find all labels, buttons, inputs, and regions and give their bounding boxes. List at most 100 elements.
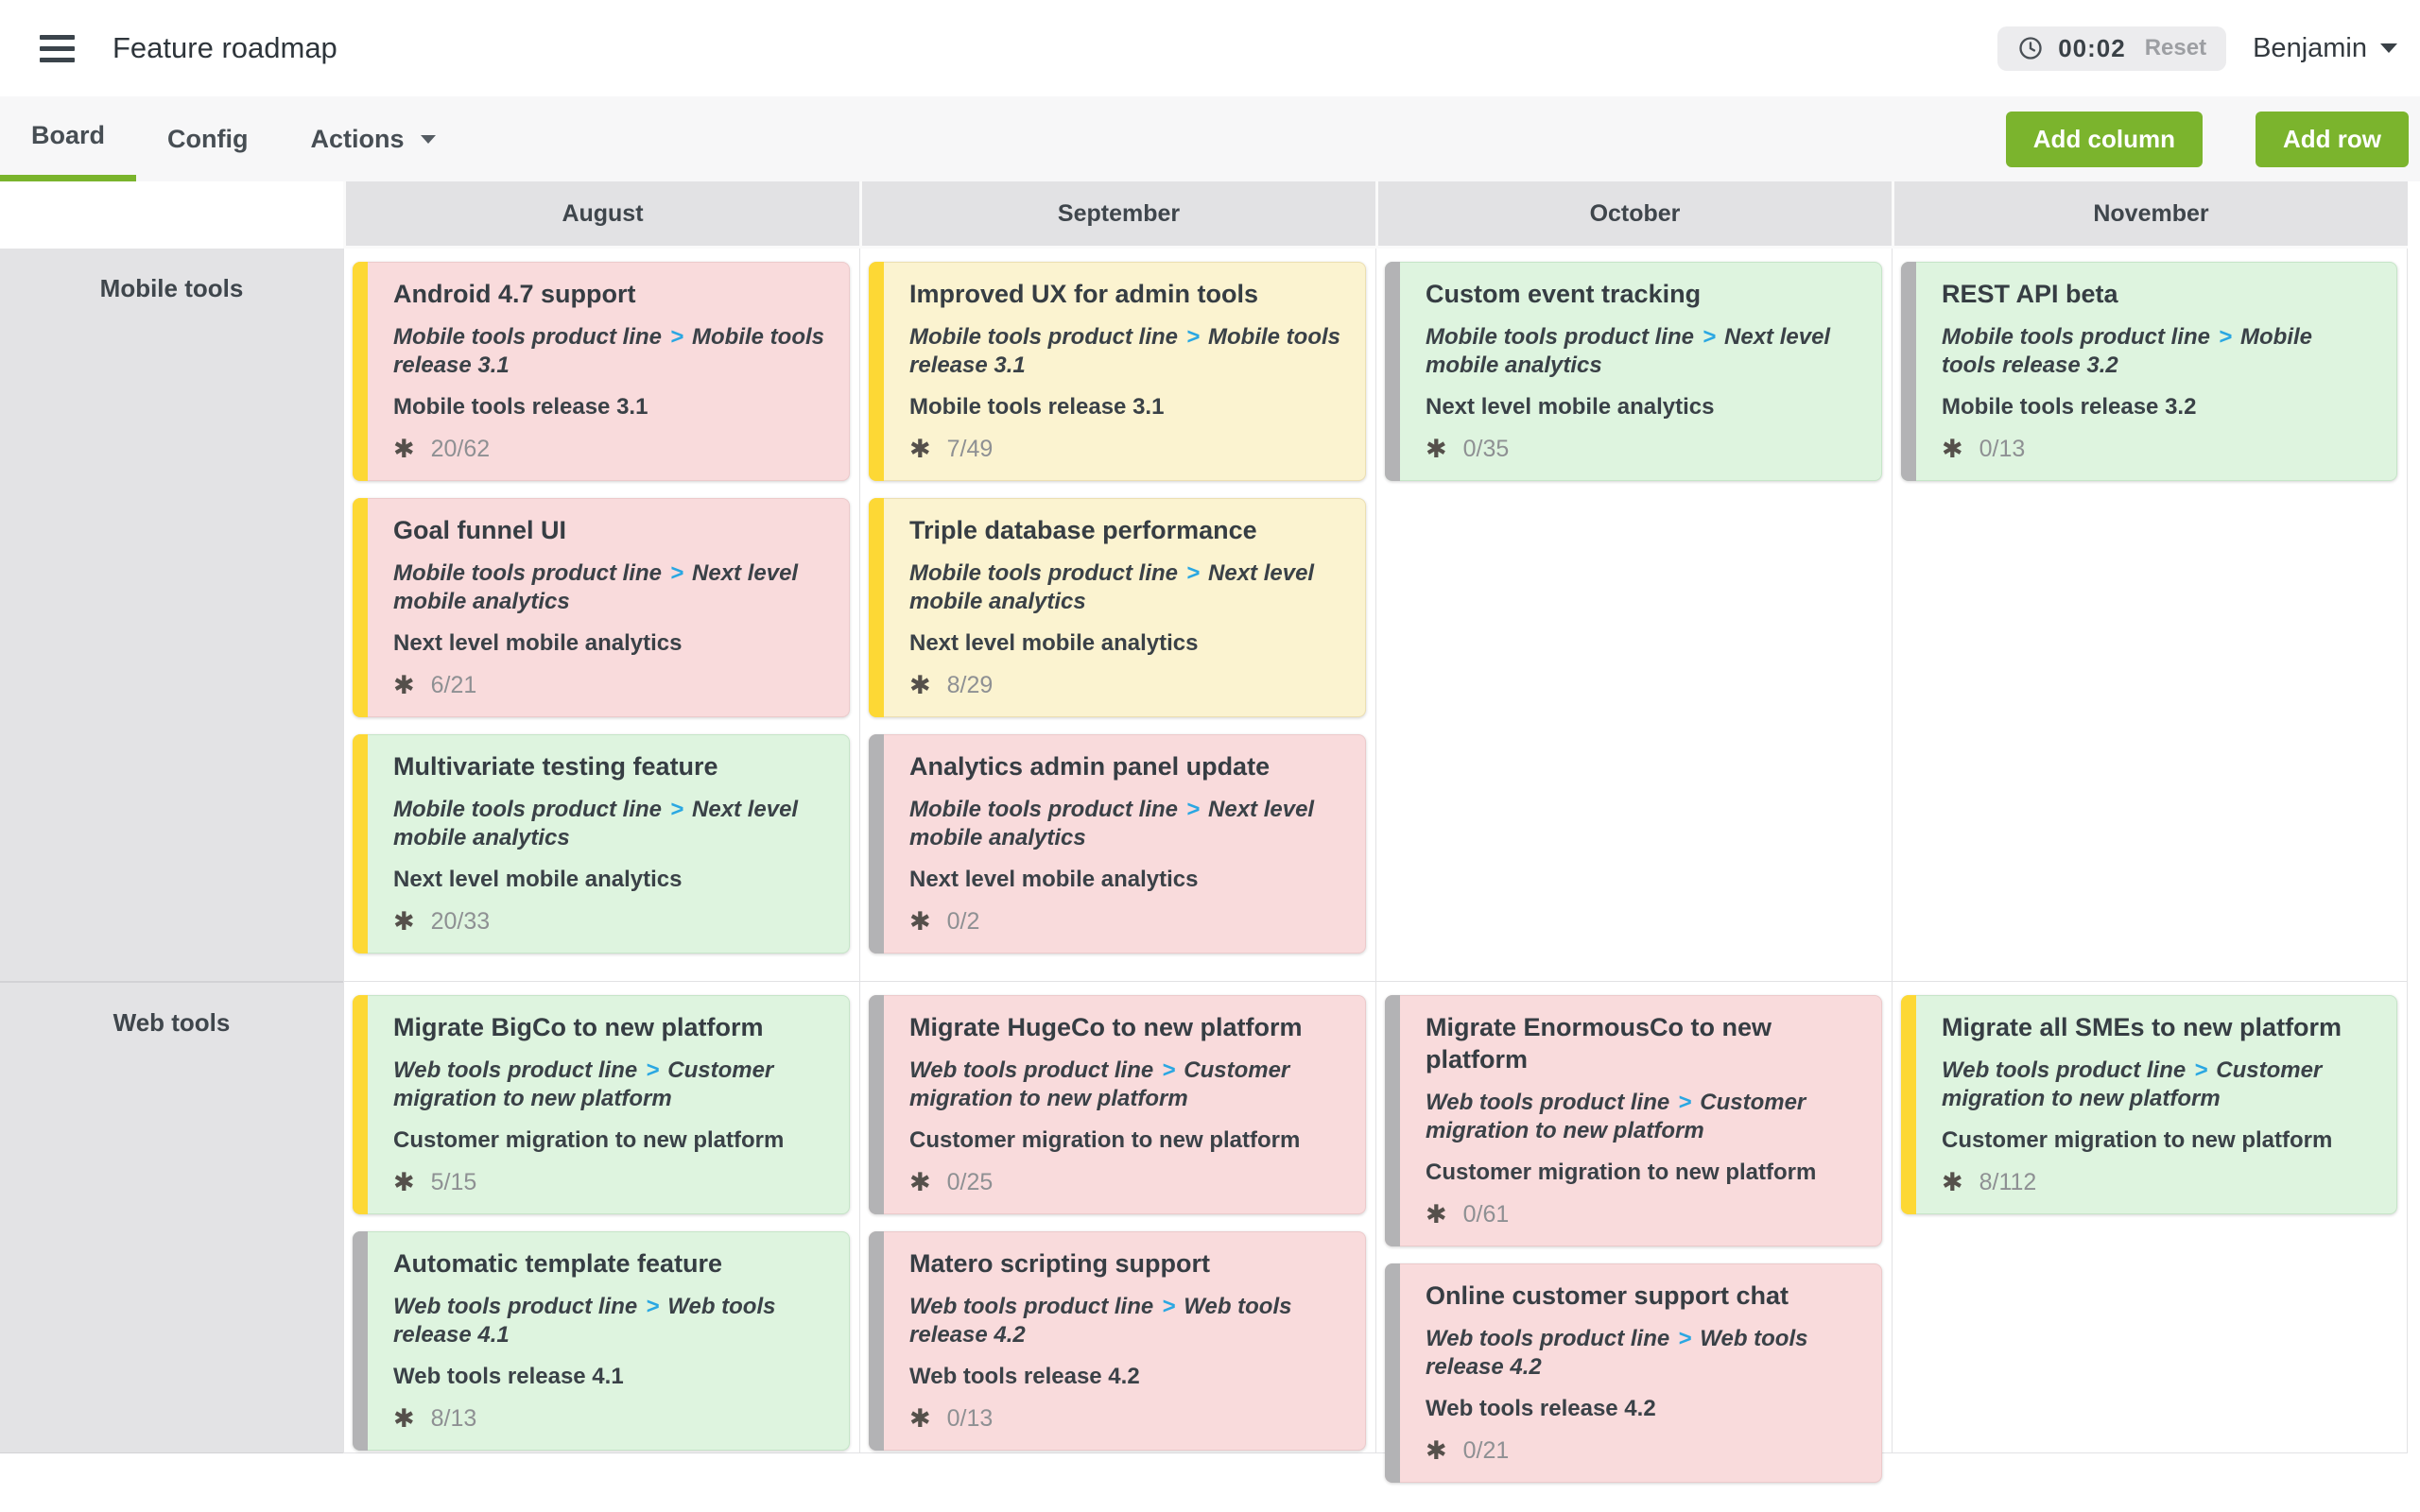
card-progress: ✱ 0/21	[1426, 1436, 1857, 1465]
menu-icon[interactable]	[38, 29, 77, 68]
card-title: Custom event tracking	[1426, 280, 1702, 308]
feature-card[interactable]: Migrate EnormousCo to new platform Web to…	[1385, 995, 1882, 1246]
topbar-right-controls: 00:02 Reset Benjamin	[1997, 26, 2397, 71]
card-breadcrumb: Web tools product line > Customer migratio…	[393, 1057, 824, 1113]
card-release: Mobile tools release 3.1	[393, 394, 648, 420]
breadcrumb-separator: >	[1162, 1294, 1176, 1319]
card-progress: ✱ 0/61	[1426, 1200, 1857, 1228]
asterisk-icon: ✱	[1426, 435, 1447, 463]
card-progress-count: 6/21	[430, 671, 477, 698]
feature-card[interactable]: Online customer support chat Web tools pr…	[1385, 1263, 1882, 1483]
card-release: Mobile tools release 3.1	[909, 394, 1165, 420]
breadcrumb-part: Customer migration to new platform	[1942, 1057, 2323, 1111]
card-breadcrumb: Web tools product line > Customer migratio…	[1426, 1089, 1857, 1145]
board-cell: Custom event tracking Mobile tools produc…	[1375, 249, 1892, 981]
tab-actions[interactable]: Actions	[280, 96, 467, 181]
card-breadcrumb: Mobile tools product line > Next level mob…	[909, 796, 1340, 852]
feature-card[interactable]: Migrate BigCo to new platform Web tools p…	[353, 995, 850, 1214]
breadcrumb-separator: >	[1678, 1090, 1692, 1115]
tab-bar: Board Config Actions Add column Add row	[0, 96, 2420, 181]
tab-board[interactable]: Board	[0, 96, 137, 181]
feature-card[interactable]: Improved UX for admin tools Mobile tools …	[869, 262, 1366, 481]
feature-card[interactable]: Android 4.7 support Mobile tools product …	[353, 262, 850, 481]
card-breadcrumb: Mobile tools product line > Next level mob…	[393, 796, 824, 852]
card-breadcrumb: Web tools product line > Web tools release…	[1426, 1325, 1857, 1382]
feature-card[interactable]: Migrate HugeCo to new platform Web tools …	[869, 995, 1366, 1214]
breadcrumb-separator: >	[1678, 1326, 1692, 1351]
card-title: Migrate all SMEs to new platform	[1942, 1013, 2342, 1041]
card-breadcrumb: Web tools product line > Customer migratio…	[1942, 1057, 2372, 1113]
breadcrumb-part: Mobile tools product line	[1942, 324, 2210, 350]
menu-icon-bar	[40, 57, 75, 62]
breadcrumb-part: Mobile tools product line	[909, 797, 1178, 822]
card-progress: ✱ 20/33	[393, 907, 824, 936]
board-grid: August September October November Mobile too…	[0, 181, 2408, 1483]
feature-card[interactable]: Custom event tracking Mobile tools produc…	[1385, 262, 1882, 481]
asterisk-icon: ✱	[1426, 1200, 1447, 1228]
card-progress: ✱ 8/29	[909, 671, 1340, 699]
add-column-button[interactable]: Add column	[2005, 111, 2203, 167]
asterisk-icon: ✱	[909, 435, 931, 463]
card-release: Web tools release 4.2	[1426, 1396, 1656, 1421]
card-progress-count: 0/61	[1462, 1200, 1510, 1228]
feature-card[interactable]: Migrate all SMEs to new platform Web tool…	[1901, 995, 2397, 1214]
breadcrumb-part: Mobile tools product line	[393, 324, 662, 350]
breadcrumb-separator: >	[646, 1294, 660, 1319]
feature-card[interactable]: Goal funnel UI Mobile tools product line >…	[353, 498, 850, 717]
card-release: Customer migration to new platform	[1426, 1160, 1817, 1185]
feature-card[interactable]: Multivariate testing feature Mobile tools…	[353, 734, 850, 954]
breadcrumb-separator: >	[1703, 324, 1717, 350]
user-menu[interactable]: Benjamin	[2253, 33, 2397, 64]
add-row-button[interactable]: Add row	[2256, 111, 2409, 167]
feature-card[interactable]: Automatic template feature Web tools prod…	[353, 1231, 850, 1451]
asterisk-icon: ✱	[393, 435, 415, 463]
card-progress: ✱ 0/13	[1942, 435, 2372, 463]
card-progress: ✱ 6/21	[393, 671, 824, 699]
card-release: Web tools release 4.1	[393, 1364, 624, 1389]
card-release: Next level mobile analytics	[909, 867, 1199, 892]
card-title: Improved UX for admin tools	[909, 280, 1259, 308]
feature-card[interactable]: Matero scripting support Web tools produc…	[869, 1231, 1366, 1451]
card-release: Customer migration to new platform	[393, 1127, 785, 1153]
board-cell: Migrate HugeCo to new platform Web tools …	[859, 981, 1375, 1453]
card-progress: ✱ 0/35	[1426, 435, 1857, 463]
breadcrumb-separator: >	[2219, 324, 2233, 350]
card-progress-count: 7/49	[946, 435, 994, 462]
card-breadcrumb: Mobile tools product line > Next level mob…	[1426, 323, 1857, 380]
breadcrumb-separator: >	[670, 560, 684, 586]
tab-config[interactable]: Config	[136, 96, 279, 181]
card-progress: ✱ 0/13	[909, 1404, 1340, 1433]
card-progress: ✱ 20/62	[393, 435, 824, 463]
breadcrumb-part: Web tools product line	[1426, 1326, 1670, 1351]
card-progress-count: 0/21	[1462, 1436, 1510, 1464]
breadcrumb-part: Web tools product line	[909, 1057, 1154, 1083]
breadcrumb-part: Customer migration to new platform	[393, 1057, 774, 1111]
asterisk-icon: ✱	[393, 1404, 415, 1433]
feature-card[interactable]: REST API beta Mobile tools product line > M…	[1901, 262, 2397, 481]
reset-button[interactable]: Reset	[2144, 35, 2207, 60]
breadcrumb-part: Next level mobile analytics	[909, 797, 1315, 850]
board-cell: REST API beta Mobile tools product line > M…	[1892, 249, 2408, 981]
tab-label: Board	[31, 121, 106, 149]
card-title: Migrate EnormousCo to new platform	[1426, 1013, 1772, 1074]
card-breadcrumb: Mobile tools product line > Next level mob…	[393, 559, 824, 616]
breadcrumb-part: Web tools product line	[393, 1294, 638, 1319]
board-corner-cell	[0, 181, 343, 249]
breadcrumb-part: Mobile tools release 3.1	[909, 324, 1341, 378]
breadcrumb-part: Mobile tools product line	[393, 797, 662, 822]
asterisk-icon: ✱	[909, 907, 931, 936]
feature-card[interactable]: Analytics admin panel update Mobile tools…	[869, 734, 1366, 954]
breadcrumb-part: Web tools release 4.2	[1426, 1326, 1808, 1380]
tab-label: Actions	[310, 124, 405, 153]
user-name: Benjamin	[2253, 32, 2367, 63]
breadcrumb-separator: >	[2194, 1057, 2208, 1083]
card-release: Next level mobile analytics	[393, 867, 683, 892]
feature-card[interactable]: Triple database performance Mobile tools …	[869, 498, 1366, 717]
breadcrumb-part: Web tools product line	[909, 1294, 1154, 1319]
board-action-buttons: Add column Add row	[1953, 96, 2409, 181]
asterisk-icon: ✱	[1942, 1168, 1963, 1196]
card-progress-count: 0/2	[946, 907, 980, 935]
card-status-stripe	[353, 498, 368, 717]
card-progress: ✱ 0/2	[909, 907, 1340, 936]
breadcrumb-separator: >	[1186, 560, 1201, 586]
